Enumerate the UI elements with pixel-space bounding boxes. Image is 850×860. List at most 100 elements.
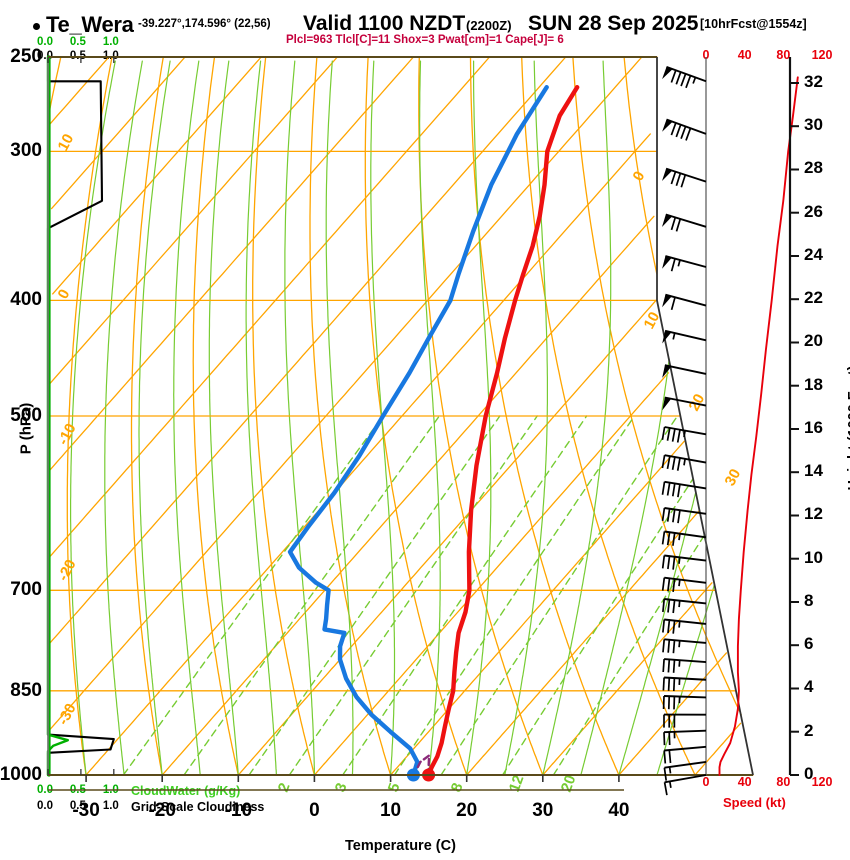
wind-barb	[661, 480, 707, 498]
mixing-ratio-0.5	[122, 415, 384, 776]
mixing-ratio-30	[552, 535, 705, 776]
wind-barb	[662, 638, 707, 654]
pressure-tick-1000: 1000	[0, 764, 42, 785]
moist-adiabat--10	[208, 60, 239, 776]
moist-adiabat--30	[70, 60, 116, 776]
isotherm--20	[161, 215, 655, 776]
speed-tick-top-120: 120	[811, 48, 833, 62]
speed-tick-bottom-0: 0	[702, 775, 710, 789]
mixing-ratio-12	[440, 415, 679, 776]
gridline-label: 12	[506, 773, 528, 794]
station-dot-icon	[33, 23, 40, 30]
dry-adiabat--20	[130, 56, 164, 776]
wind-barb	[662, 364, 707, 378]
isotherm--30	[85, 133, 651, 776]
temperature-curve	[426, 85, 580, 778]
wind-barb	[662, 695, 707, 710]
wind-barb	[662, 66, 707, 89]
cloudwater-scale-top-1: 0.5	[69, 36, 86, 48]
mixing-ratio-1	[183, 415, 440, 776]
dry-adiabat-40	[469, 56, 620, 776]
pressure-tick-850: 850	[10, 679, 42, 701]
speed-tick-top-40: 40	[737, 48, 752, 62]
height-tick-label-2: 2	[804, 720, 814, 740]
gridline-label: 10	[55, 131, 78, 154]
wind-barb	[662, 293, 707, 311]
sounding-curves	[287, 85, 580, 782]
chart-title-bar: Te_Wera -39.227°,174.596° (22,56) Valid …	[0, 6, 850, 37]
mixing-ratio-3	[288, 415, 538, 776]
parcel-curve	[415, 754, 431, 777]
wind-barb	[661, 576, 707, 592]
dry-adiabat-20	[364, 56, 468, 776]
cloudwater-scale-top-2: 1.0	[102, 36, 119, 48]
station-coordinates: -39.227°,174.596° (22,56)	[138, 18, 271, 30]
height-tick-label-4: 4	[804, 677, 814, 697]
isotherm--70	[49, 56, 415, 471]
cloudiness-legend-label: Grid-Scale Cloudiness	[131, 800, 265, 814]
moist-adiabat-10	[370, 60, 396, 776]
temperature-tick-0: 0	[309, 800, 320, 821]
wind-barb	[662, 118, 707, 141]
cloudiness-scale-bottom-0: 0.0	[37, 800, 53, 812]
temperature-tick--10: -10	[224, 800, 253, 821]
height-axis	[788, 57, 799, 776]
moist-adiabat-15	[419, 60, 441, 776]
gridline-label: 2	[275, 781, 294, 795]
wind-barb	[663, 774, 707, 796]
cloudiness-scale-bottom-1: 0.5	[69, 800, 86, 812]
cloudwater-scale-top-0: 0.0	[37, 36, 53, 48]
height-tick-label-24: 24	[804, 244, 823, 264]
isotherm--60	[49, 56, 491, 557]
gridline-label: -30	[55, 701, 80, 728]
moist-adiabat--20	[138, 60, 171, 776]
valid-time-label: Valid 1100 NZDT	[303, 12, 466, 35]
height-tick-label-26: 26	[804, 201, 823, 221]
moist-adiabat-35	[580, 358, 670, 776]
dry-adiabat-10	[309, 56, 392, 776]
gridline-label: 0	[55, 287, 74, 302]
height-tick-label-32: 32	[804, 71, 823, 91]
isotherm--40	[47, 56, 643, 733]
wind-barb	[663, 760, 707, 781]
height-tick-label-18: 18	[804, 374, 823, 394]
gridline-label: 5	[385, 781, 404, 795]
temperature-tick--30: -30	[72, 800, 100, 821]
valid-date: SUN 28 Sep 2025	[528, 12, 699, 35]
moist-adiabat-25	[504, 60, 548, 776]
wind-barb	[661, 530, 707, 546]
moist-adiabat-0	[284, 60, 315, 776]
wind-barb	[662, 658, 707, 673]
height-tick-label-30: 30	[804, 115, 823, 135]
plot-frame	[47, 56, 754, 791]
sounding-stats-line: Plcl=963 Tlcl[C]=11 Shox=3 Pwat[cm]=1 Ca…	[286, 34, 564, 46]
gridline-label: -20	[55, 557, 80, 584]
gridline-label: 30	[722, 466, 745, 489]
isotherm--100	[50, 56, 186, 210]
wind-barb-column	[661, 57, 707, 796]
dry-adiabat-60	[572, 56, 742, 716]
isotherm-10	[389, 440, 685, 776]
isotherm--90	[52, 56, 262, 295]
temperature-tick-10: 10	[379, 800, 402, 821]
isotherm--50	[49, 56, 567, 644]
pressure-tick-500: 500	[10, 405, 42, 426]
moist-adiabat--5	[245, 60, 277, 776]
wind-barb	[662, 329, 707, 344]
temperature-axis-title: Temperature (C)	[345, 838, 456, 854]
height-tick-label-0: 0	[804, 764, 814, 783]
gridline-label: -10	[55, 421, 80, 448]
gridline-label: 20	[558, 773, 580, 794]
wind-barb	[662, 255, 707, 272]
moist-adiabat-40	[618, 492, 697, 776]
wind-barb	[661, 554, 707, 570]
wind-barb	[662, 167, 707, 188]
isotherm--110	[48, 56, 110, 126]
height-tick-label-8: 8	[804, 590, 814, 610]
height-tick-label-28: 28	[804, 158, 823, 178]
dry-adiabat--10	[192, 56, 239, 776]
wind-barb	[663, 713, 707, 728]
pressure-tick-400: 400	[10, 289, 42, 311]
